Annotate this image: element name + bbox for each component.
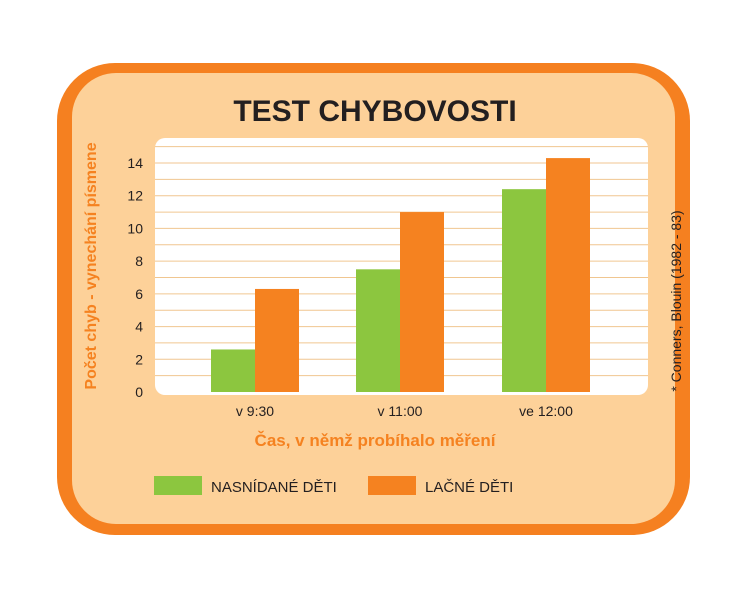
bar-nasnidane-1 [356, 269, 400, 392]
y-tick-label: 10 [127, 220, 143, 236]
y-tick-label: 6 [135, 286, 143, 302]
legend-swatch-nasnidane [154, 476, 202, 495]
y-tick-labels: 0 2 4 6 8 10 12 14 [127, 155, 143, 400]
y-tick-label: 8 [135, 253, 143, 269]
bar-lacne-0 [255, 288, 299, 392]
bars [211, 158, 590, 392]
x-tick-label: ve 12:00 [519, 403, 573, 419]
legend-label-lacne: LAČNÉ DĚTI [425, 479, 513, 496]
bar-nasnidane-0 [211, 349, 255, 392]
y-tick-label: 12 [127, 188, 143, 204]
x-axis-label: Čas, v němž probíhalo měření [255, 431, 497, 450]
x-tick-label: v 9:30 [236, 403, 274, 419]
y-tick-label: 2 [135, 351, 143, 367]
bar-nasnidane-2 [502, 189, 546, 392]
y-tick-label: 4 [135, 319, 143, 335]
chart-title: TEST CHYBOVOSTI [233, 95, 516, 128]
legend: NASNÍDANÉ DĚTI LAČNÉ DĚTI [154, 476, 513, 496]
y-tick-label: 14 [127, 155, 143, 171]
x-tick-label: v 11:00 [378, 403, 423, 419]
legend-label-nasnidane: NASNÍDANÉ DĚTI [211, 479, 337, 496]
y-axis-label: Počet chyb - vynechání písmene [83, 142, 100, 389]
bar-lacne-1 [400, 212, 444, 392]
y-tick-label: 0 [135, 384, 143, 400]
bar-lacne-2 [546, 158, 590, 392]
source-note: * Conners, Blouin (1982 - 83) [668, 210, 684, 391]
legend-swatch-lacne [368, 476, 416, 495]
x-tick-labels: v 9:30 v 11:00 ve 12:00 [236, 403, 573, 419]
